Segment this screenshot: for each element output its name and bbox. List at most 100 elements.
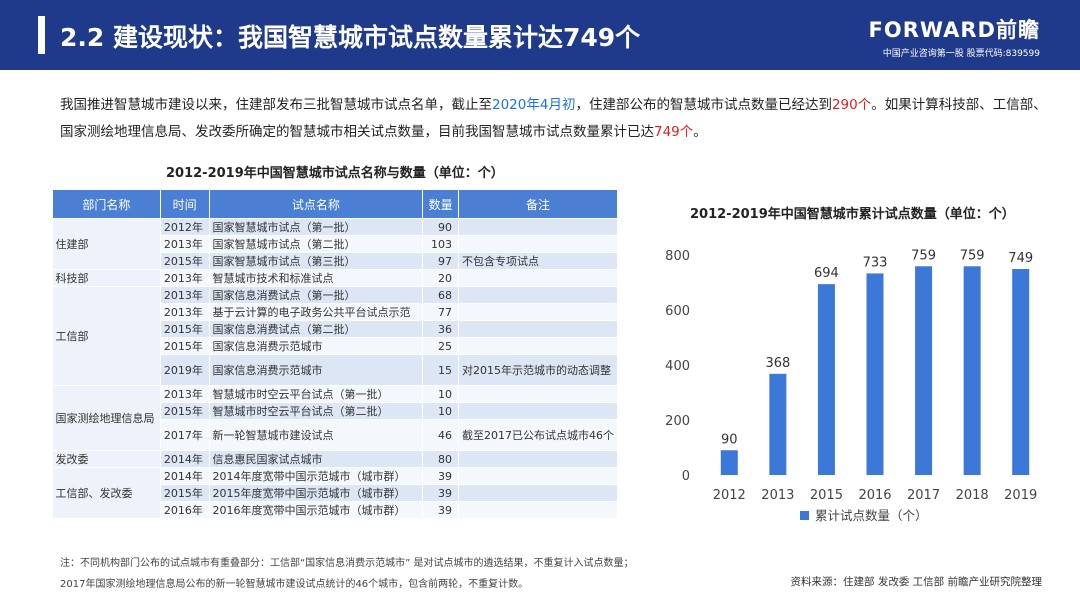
cell-remark [458, 385, 619, 403]
cell-name: 国家信息消费试点（第二批） [209, 320, 424, 338]
cell-dept: 科技部 [52, 269, 161, 287]
cell-name: 国家信息消费示范城市 [209, 354, 424, 386]
intro-text-4: 。 [693, 124, 707, 140]
cell-year: 2013年 [160, 303, 210, 321]
table-row: 科技部 2013年 智慧城市技术和标准试点 20 [52, 269, 619, 287]
cell-year: 2015年 [160, 252, 210, 270]
x-tick-label: 2012 [713, 488, 746, 503]
cell-name: 信息惠民国家试点城市 [209, 450, 424, 468]
pilot-table: 部门名称 时间 试点名称 数量 备注 住建部 2012年 国家智慧城市试点（第一批）… [52, 189, 619, 519]
chart-title: 2012-2019年中国智慧城市累计试点数量（单位：个） [690, 207, 1015, 222]
forward-logo: FORWARD前瞻 中国产业咨询第一股 股票代码:839599 [869, 14, 1040, 59]
cell-remark [458, 467, 619, 485]
data-label: 733 [863, 255, 888, 270]
bar [817, 284, 835, 475]
cell-year: 2013年 [160, 385, 210, 403]
cell-name: 国家信息消费示范城市 [209, 337, 424, 355]
cell-qty: 15 [422, 354, 459, 386]
legend-swatch [800, 511, 809, 520]
cell-qty: 97 [422, 252, 459, 270]
bar [963, 266, 981, 475]
col-header-year: 时间 [159, 189, 210, 219]
y-tick-label: 800 [665, 249, 690, 264]
data-label: 749 [1008, 251, 1033, 266]
cell-remark [458, 402, 619, 420]
y-tick-label: 0 [682, 469, 690, 484]
cell-year: 2013年 [160, 286, 210, 304]
x-tick-label: 2019 [1004, 488, 1037, 503]
bar [720, 450, 738, 475]
cell-qty: 10 [422, 385, 459, 403]
cell-remark: 截至2017已公布试点城市46个 [458, 419, 619, 451]
bar [769, 373, 787, 475]
cell-remark: 对2015年示范城市的动态调整 [458, 354, 619, 386]
logo-brand: FORWARD前瞻 [868, 18, 1040, 42]
table-row: 2015年 国家信息消费示范城市 25 [53, 337, 619, 355]
cell-qty: 10 [422, 402, 459, 420]
legend-label: 累计试点数量（个） [815, 508, 928, 523]
x-tick-label: 2015 [810, 488, 843, 503]
y-tick-label: 600 [665, 304, 690, 319]
table-row: 国家测绘地理信息局 2013年 智慧城市时空云平台试点（第一批） 10 [52, 385, 619, 451]
cell-dept: 工信部、发改委 [52, 467, 161, 519]
intro-text-2: ，住建部公布的智慧城市试点数量已经达到 [575, 97, 832, 113]
y-tick-label: 200 [665, 414, 690, 429]
cell-year: 2017年 [160, 419, 210, 451]
cell-name: 国家信息消费试点（第一批） [209, 286, 424, 304]
cell-qty: 90 [422, 218, 459, 236]
data-source: 资料来源：住建部 发改委 工信部 前瞻产业研究院整理 [790, 576, 1042, 588]
intro-text-1: 我国推进智慧城市建设以来，住建部发布三批智慧城市试点名单，截止至 [60, 97, 492, 113]
cell-name: 国家智慧城市试点（第一批） [209, 218, 424, 236]
cell-remark [458, 450, 619, 468]
cell-name: 新一轮智慧城市建设试点 [209, 419, 424, 451]
intro-text-3: 。如果计算科技部、工信部、国家测绘地理信息局、发改委所确定的智慧城市相关试点数量… [60, 97, 1047, 140]
table-row: 2016年 2016年度宽带中国示范城市（城市群） 39 [53, 501, 619, 519]
x-tick-label: 2017 [907, 488, 940, 503]
data-label: 759 [911, 248, 936, 263]
cell-name: 2014年度宽带中国示范城市（城市群） [209, 467, 424, 485]
cell-qty: 77 [422, 303, 459, 321]
cell-name: 智慧城市技术和标准试点 [209, 269, 424, 287]
cell-name: 2015年度宽带中国示范城市（城市群） [209, 484, 424, 502]
cell-year: 2015年 [160, 402, 210, 420]
intro-count-749: 749个 [654, 124, 694, 140]
intro-date: 2020年4月初 [492, 97, 576, 113]
cell-qty: 103 [422, 235, 459, 253]
table-row: 2013年 基于云计算的电子政务公共平台试点示范 77 [53, 303, 619, 321]
col-header-remark: 备注 [457, 189, 619, 219]
cell-remark [458, 337, 619, 355]
cell-remark [458, 303, 619, 321]
cell-remark [458, 484, 619, 502]
bar-chart: 0 200 400 600 800 90 2012 368 2013 694 2015 733 2016… [665, 248, 1037, 523]
cell-dept: 国家测绘地理信息局 [52, 385, 161, 451]
cell-remark [458, 269, 619, 287]
cell-dept: 工信部 [52, 286, 161, 386]
bar [1012, 269, 1030, 475]
cell-remark [458, 235, 619, 253]
cell-year: 2014年 [160, 450, 210, 468]
cell-remark [458, 501, 619, 519]
table-row: 2015年 2015年度宽带中国示范城市（城市群） 39 [53, 484, 619, 502]
table-row: 工信部 2013年 国家信息消费试点（第一批） 68 [52, 286, 619, 386]
cell-year: 2016年 [160, 501, 210, 519]
data-label: 90 [721, 432, 738, 447]
cell-remark [458, 286, 619, 304]
cell-qty: 68 [422, 286, 459, 304]
cell-remark: 不包含专项试点 [458, 252, 619, 270]
cell-qty: 25 [422, 337, 459, 355]
cell-name: 基于云计算的电子政务公共平台试点示范 [209, 303, 424, 321]
cell-name: 2016年度宽带中国示范城市（城市群） [209, 501, 424, 519]
table-row: 2019年 国家信息消费示范城市 15 对2015年示范城市的动态调整 [53, 354, 619, 386]
intro-paragraph: 我国推进智慧城市建设以来，住建部发布三批智慧城市试点名单，截止至2020年4月初… [60, 92, 1050, 146]
table-row: 2017年 新一轮智慧城市建设试点 46 截至2017已公布试点城市46个 [53, 419, 619, 451]
title-accent-bar [38, 16, 45, 54]
intro-count-290: 290个 [831, 97, 872, 113]
y-tick-label: 400 [665, 359, 690, 374]
logo-slogan: 中国产业咨询第一股 股票代码:839599 [882, 49, 1040, 59]
cell-qty: 80 [422, 450, 459, 468]
x-tick-label: 2018 [956, 488, 989, 503]
cell-qty: 36 [422, 320, 459, 338]
cell-qty: 20 [422, 269, 459, 287]
cell-dept: 住建部 [52, 218, 161, 270]
table-row: 2015年 国家信息消费试点（第二批） 36 [53, 320, 619, 338]
